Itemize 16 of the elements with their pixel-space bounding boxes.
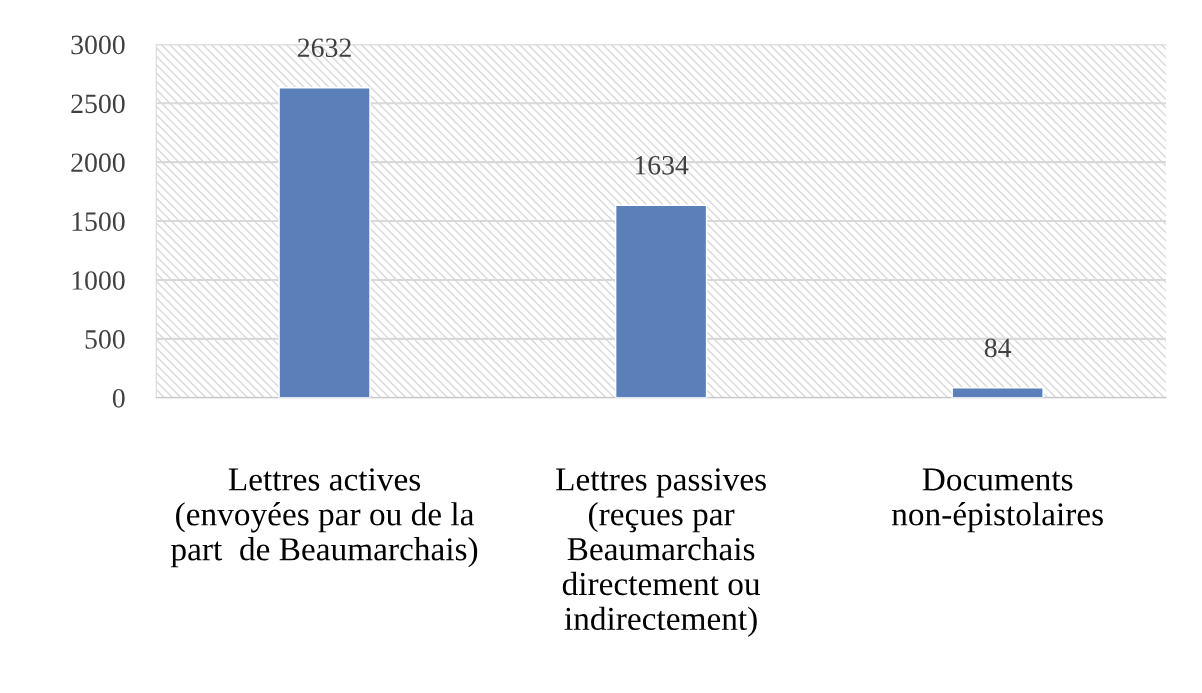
bar xyxy=(614,204,708,398)
y-tick-label: 2500 xyxy=(71,94,125,114)
data-label: 2632 xyxy=(297,38,351,58)
data-label: 1634 xyxy=(635,155,689,175)
y-tick-label: 3000 xyxy=(71,35,125,55)
y-tick-label: 500 xyxy=(85,330,125,349)
x-tick-label: Documents non-épistolaires xyxy=(891,468,1103,533)
y-tick-label: 2000 xyxy=(71,153,125,173)
bar xyxy=(278,87,371,398)
y-tick-label: 1000 xyxy=(72,271,125,290)
data-label: 84 xyxy=(984,338,1012,358)
bar xyxy=(951,387,1044,398)
x-tick-label: Lettres passives (reçues par Beaumarchais directement ou indirectement) xyxy=(556,468,766,637)
y-tick-label: 0 xyxy=(112,388,125,408)
y-tick-label: 1500 xyxy=(72,212,125,231)
x-tick-label: Lettres actives (envoyées par ou de la part de Beaumarchais) xyxy=(170,468,478,568)
